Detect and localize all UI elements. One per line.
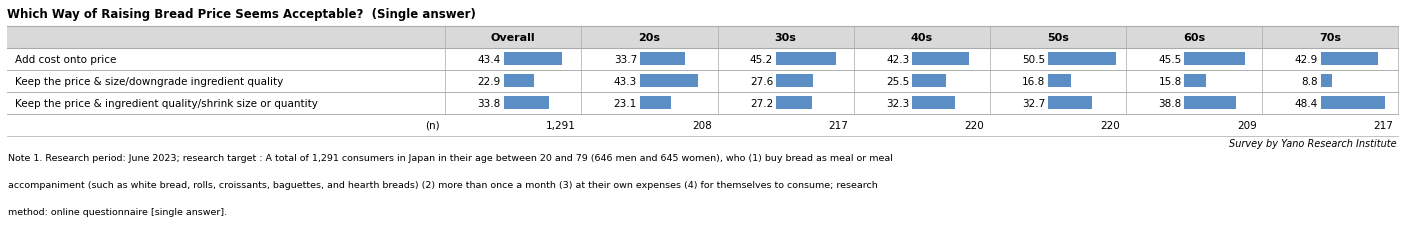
Bar	[7, 114, 1398, 136]
Text: 16.8: 16.8	[1023, 76, 1045, 86]
Bar	[503, 53, 562, 66]
Bar	[1048, 53, 1116, 66]
Bar	[776, 75, 813, 88]
Text: 20s: 20s	[638, 33, 660, 43]
Text: 1,291: 1,291	[547, 120, 576, 130]
Text: 217: 217	[1373, 120, 1392, 130]
Text: 209: 209	[1236, 120, 1256, 130]
Text: Keep the price & size/downgrade ingredient quality: Keep the price & size/downgrade ingredie…	[15, 76, 284, 86]
Bar	[912, 53, 968, 66]
Bar	[639, 97, 670, 110]
Text: Add cost onto price: Add cost onto price	[15, 55, 117, 64]
Bar	[1184, 75, 1205, 88]
Text: 33.7: 33.7	[614, 55, 636, 64]
Bar	[776, 53, 836, 66]
Text: 43.4: 43.4	[478, 55, 500, 64]
Text: 23.1: 23.1	[614, 98, 636, 108]
Text: 8.8: 8.8	[1301, 76, 1318, 86]
Bar	[1048, 97, 1092, 110]
Text: 217: 217	[829, 120, 849, 130]
Bar	[1321, 53, 1378, 66]
Bar	[1184, 53, 1245, 66]
Text: 40s: 40s	[910, 33, 933, 43]
Text: 27.6: 27.6	[750, 76, 773, 86]
Text: Survey by Yano Research Institute: Survey by Yano Research Institute	[1229, 138, 1397, 148]
Text: 15.8: 15.8	[1159, 76, 1182, 86]
Bar	[7, 92, 1398, 114]
Bar	[503, 97, 549, 110]
Text: 50.5: 50.5	[1023, 55, 1045, 64]
Text: 27.2: 27.2	[750, 98, 773, 108]
Text: 25.5: 25.5	[887, 76, 909, 86]
Bar	[912, 75, 946, 88]
Text: 42.9: 42.9	[1294, 55, 1318, 64]
Text: 32.3: 32.3	[887, 98, 909, 108]
Bar	[1321, 75, 1332, 88]
Bar	[639, 75, 698, 88]
Bar	[7, 49, 1398, 70]
Text: (n): (n)	[424, 120, 440, 130]
Bar	[7, 70, 1398, 92]
Bar	[503, 75, 534, 88]
Bar	[776, 97, 812, 110]
Bar	[1048, 75, 1071, 88]
Text: Note 1. Research period: June 2023; research target : A total of 1,291 consumers: Note 1. Research period: June 2023; rese…	[8, 153, 894, 162]
Text: 33.8: 33.8	[478, 98, 500, 108]
Text: method: online questionnaire [single answer].: method: online questionnaire [single ans…	[8, 207, 228, 216]
Text: 208: 208	[693, 120, 712, 130]
Text: 48.4: 48.4	[1294, 98, 1318, 108]
Text: 42.3: 42.3	[887, 55, 909, 64]
Text: accompaniment (such as white bread, rolls, croissants, baguettes, and hearth bre: accompaniment (such as white bread, roll…	[8, 180, 878, 189]
Text: 50s: 50s	[1047, 33, 1069, 43]
Text: 45.2: 45.2	[750, 55, 773, 64]
Text: 45.5: 45.5	[1159, 55, 1182, 64]
Bar	[912, 97, 955, 110]
Text: 220: 220	[1100, 120, 1120, 130]
Text: 38.8: 38.8	[1159, 98, 1182, 108]
Text: 22.9: 22.9	[478, 76, 500, 86]
Text: 70s: 70s	[1319, 33, 1342, 43]
Text: 220: 220	[965, 120, 985, 130]
Text: 60s: 60s	[1183, 33, 1205, 43]
Text: Overall: Overall	[490, 33, 535, 43]
Bar	[7, 27, 1398, 49]
Text: 30s: 30s	[774, 33, 797, 43]
Bar	[639, 53, 684, 66]
Text: 32.7: 32.7	[1023, 98, 1045, 108]
Text: 43.3: 43.3	[614, 76, 636, 86]
Text: Keep the price & ingredient quality/shrink size or quantity: Keep the price & ingredient quality/shri…	[15, 98, 319, 108]
Text: Which Way of Raising Bread Price Seems Acceptable?  (Single answer): Which Way of Raising Bread Price Seems A…	[7, 8, 476, 21]
Bar	[1184, 97, 1236, 110]
Bar	[1321, 97, 1385, 110]
